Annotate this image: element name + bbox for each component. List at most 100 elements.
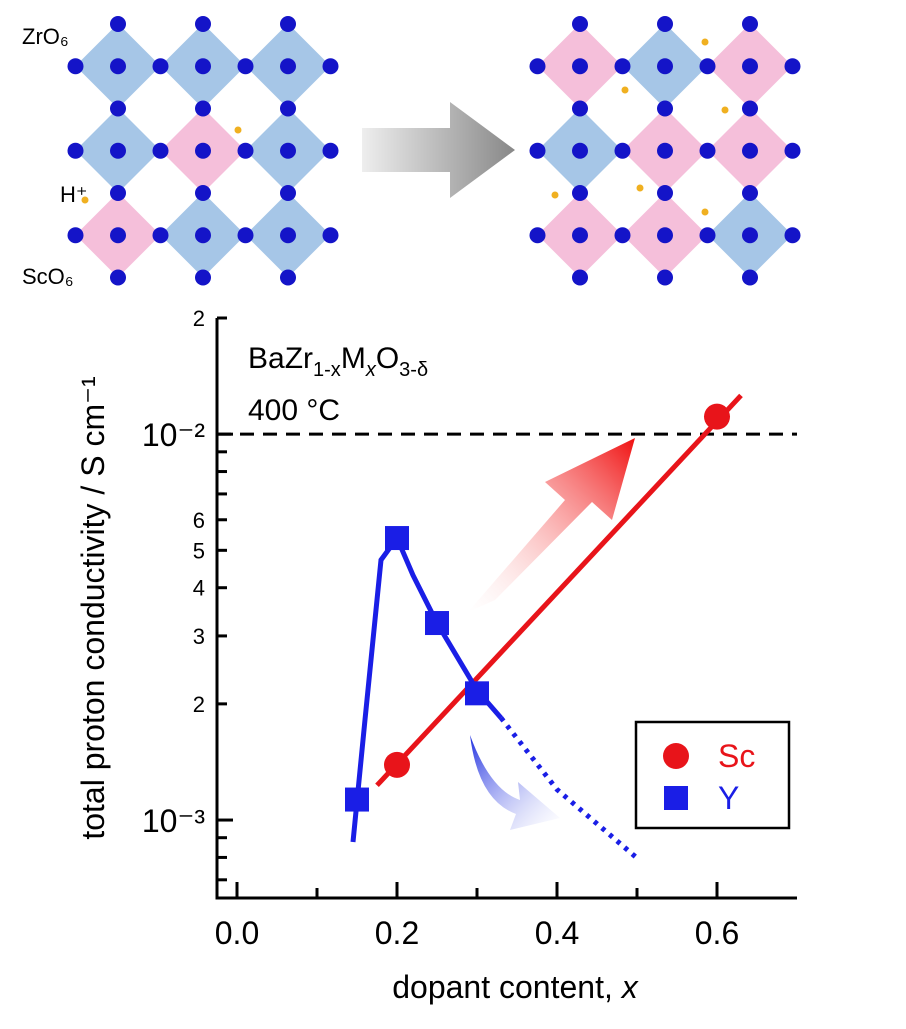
atom [110, 185, 126, 201]
atom [110, 58, 126, 75]
point [425, 611, 449, 636]
atom [529, 142, 546, 159]
atom [195, 185, 211, 201]
atom [614, 142, 631, 159]
y-tick-label: 10⁻² [142, 417, 205, 453]
y-tick-label: 3 [193, 624, 205, 649]
atom [280, 142, 296, 159]
atom [322, 58, 339, 75]
x-tick-label: 0.0 [215, 915, 259, 951]
atom [699, 227, 716, 244]
atom [657, 142, 673, 159]
proton [701, 208, 709, 216]
atom [784, 227, 801, 244]
atom [152, 142, 169, 159]
atom [657, 58, 673, 75]
atom [195, 142, 211, 159]
atom [784, 142, 801, 159]
atom [657, 16, 673, 32]
atom [742, 100, 758, 117]
atom [572, 227, 588, 244]
y-tick-label: 2 [193, 692, 205, 717]
atom [280, 58, 296, 75]
atom [699, 58, 716, 75]
y-tick-label: 10⁻³ [142, 803, 205, 839]
x-label-part: dopant content, [392, 969, 622, 1005]
atom [280, 16, 296, 32]
atom [152, 227, 169, 244]
x-tick-label: 0.6 [695, 915, 739, 951]
formula-part: M [341, 342, 366, 375]
x-tick-label: 0.2 [375, 915, 419, 951]
atom [322, 142, 339, 159]
decrease-arrow [470, 735, 560, 830]
atom [657, 269, 673, 286]
legend-label: Y [718, 780, 739, 816]
atom [110, 100, 126, 117]
proton [636, 184, 644, 192]
atom [699, 142, 716, 159]
atom [280, 269, 296, 286]
y-tick-label: 2 [193, 306, 205, 331]
atom [237, 142, 254, 159]
atom [572, 185, 588, 201]
atom [657, 185, 673, 201]
atom [280, 185, 296, 201]
atom [237, 227, 254, 244]
transform-arrow [362, 102, 515, 198]
proton [551, 191, 559, 199]
point [704, 403, 730, 430]
fit-line [375, 393, 743, 788]
y-tick-label: 4 [193, 576, 205, 601]
atom [67, 58, 84, 75]
atom [572, 100, 588, 117]
y-axis-label: total proton conductivity / S cm⁻¹ [75, 376, 111, 839]
axes [215, 318, 797, 900]
atom [657, 100, 673, 117]
formula-part: BaZr [248, 342, 313, 375]
lattice [67, 16, 801, 286]
atom [152, 58, 169, 75]
atom [784, 58, 801, 75]
atom [572, 58, 588, 75]
formula-part: 3-δ [399, 359, 428, 381]
chart: 10⁻³ 2 3 4 5 6 10⁻² 2 0.0 0.2 0.4 0.6 dopant content… [75, 306, 797, 1005]
point [384, 751, 410, 778]
atom [67, 227, 84, 244]
atom [614, 227, 631, 244]
proton [81, 196, 89, 204]
atom [742, 185, 758, 201]
proton [701, 38, 709, 46]
atom [572, 142, 588, 159]
legend-box [634, 720, 791, 830]
formula-part: 1-x [313, 359, 341, 381]
atom [572, 16, 588, 32]
y-tick-label: 5 [193, 538, 205, 563]
formula-part: O [376, 342, 399, 375]
increase-arrow [468, 438, 635, 612]
formula-part: x [365, 359, 377, 381]
proton [234, 126, 242, 134]
atom [742, 269, 758, 286]
point [385, 526, 409, 551]
atom [195, 58, 211, 75]
atom [529, 227, 546, 244]
y-tick-label: 6 [193, 508, 205, 533]
point [345, 787, 369, 812]
sc-label: ScO₆ [22, 264, 74, 289]
legend-marker [663, 743, 689, 769]
proton [721, 106, 729, 114]
atom [280, 100, 296, 117]
legend-label: Sc [718, 738, 755, 774]
atom [110, 227, 126, 244]
atom [657, 227, 673, 244]
atom [572, 269, 588, 286]
formula: BaZr1-xMxO3-δ [248, 342, 428, 381]
proton [621, 86, 629, 94]
atom [742, 227, 758, 244]
atom [110, 269, 126, 286]
h-label: H⁺ [60, 182, 88, 207]
atom [195, 100, 211, 117]
atom [742, 58, 758, 75]
